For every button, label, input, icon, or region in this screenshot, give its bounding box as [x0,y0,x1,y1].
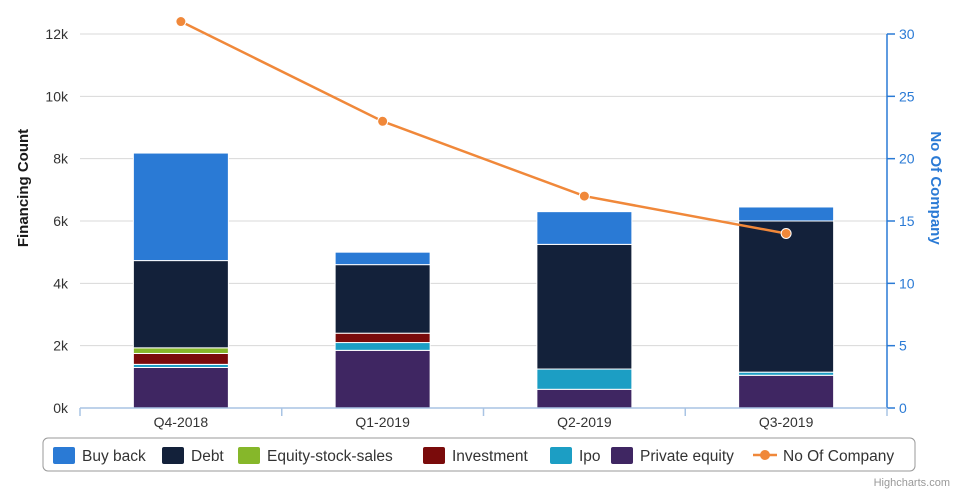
legend-symbol [162,447,184,464]
bar-segment[interactable] [334,264,431,334]
x-tick-label: Q1-2019 [355,414,410,430]
legend-label: Equity-stock-sales [267,448,393,465]
bar-segment[interactable] [132,152,229,262]
bar-segment[interactable] [132,352,229,365]
left-tick-label: 0k [53,400,69,416]
x-tick-label: Q2-2019 [557,414,612,430]
bar-segment[interactable] [334,342,431,351]
line-point[interactable] [175,16,187,28]
left-axis-title: Financing Count [15,129,32,247]
bar-segment[interactable] [132,347,229,354]
bar-segment[interactable] [738,220,835,373]
legend-item[interactable]: Investment [423,447,529,465]
legend-label: Debt [191,448,224,465]
line-point[interactable] [578,190,590,202]
legend-label: Ipo [579,448,601,465]
right-tick-label: 25 [899,88,915,104]
legend-item[interactable]: Buy back [53,447,146,465]
left-tick-label: 8k [53,151,69,167]
bar-segment[interactable] [132,366,229,409]
bar-segment[interactable] [536,368,633,390]
bar-segment[interactable] [738,374,835,409]
credits-link[interactable]: Highcharts.com [874,477,950,489]
left-tick-label: 2k [53,338,69,354]
legend-symbol [423,447,445,464]
right-axis-title: No Of Company [927,131,944,245]
bar-segment[interactable] [738,206,835,222]
legend-symbol [238,447,260,464]
axes-layer: 0k 2k 4k 6k 8k 10k 12k 0 5 10 15 20 25 30 Q4-2018 Q1-20… [45,26,914,430]
legend-symbol [611,447,633,464]
right-tick-label: 0 [899,400,907,416]
legend-label: Private equity [640,448,734,465]
right-tick-label: 30 [899,26,915,42]
legend-symbol [550,447,572,464]
bar-segment[interactable] [334,349,431,409]
legend: Buy back Debt Equity-stock-sales Investment… [42,437,916,472]
left-tick-label: 4k [53,275,69,291]
legend-item[interactable]: Debt [162,447,224,465]
right-tick-label: 20 [899,151,915,167]
bar-segment[interactable] [536,211,633,245]
legend-item[interactable]: Private equity [611,447,734,465]
left-tick-label: 6k [53,213,69,229]
line-layer [175,16,792,239]
bars-layer [132,152,835,409]
x-tick-label: Q3-2019 [759,414,814,430]
right-tick-label: 15 [899,213,915,229]
right-tick-label: 5 [899,338,907,354]
legend-item[interactable]: Equity-stock-sales [238,447,393,465]
left-tick-label: 10k [45,88,69,104]
line-point[interactable] [780,227,792,239]
legend-label: Investment [452,448,529,465]
right-tick-label: 10 [899,275,915,291]
bar-segment[interactable] [334,251,431,266]
x-tick-label: Q4-2018 [154,414,209,430]
left-tick-label: 12k [45,26,69,42]
line-point[interactable] [377,115,389,127]
legend-symbol [53,447,75,464]
bar-segment[interactable] [536,388,633,409]
legend-symbol-marker [760,450,770,460]
legend-label: No Of Company [783,448,894,465]
line-series-path [180,20,787,235]
legend-box [42,437,916,472]
bar-segment[interactable] [132,260,229,349]
bar-segment[interactable] [536,243,633,370]
bar-segment[interactable] [334,332,431,344]
legend-item[interactable]: No Of Company [753,448,894,465]
legend-label: Buy back [82,448,146,465]
legend-item[interactable]: Ipo [550,447,601,465]
